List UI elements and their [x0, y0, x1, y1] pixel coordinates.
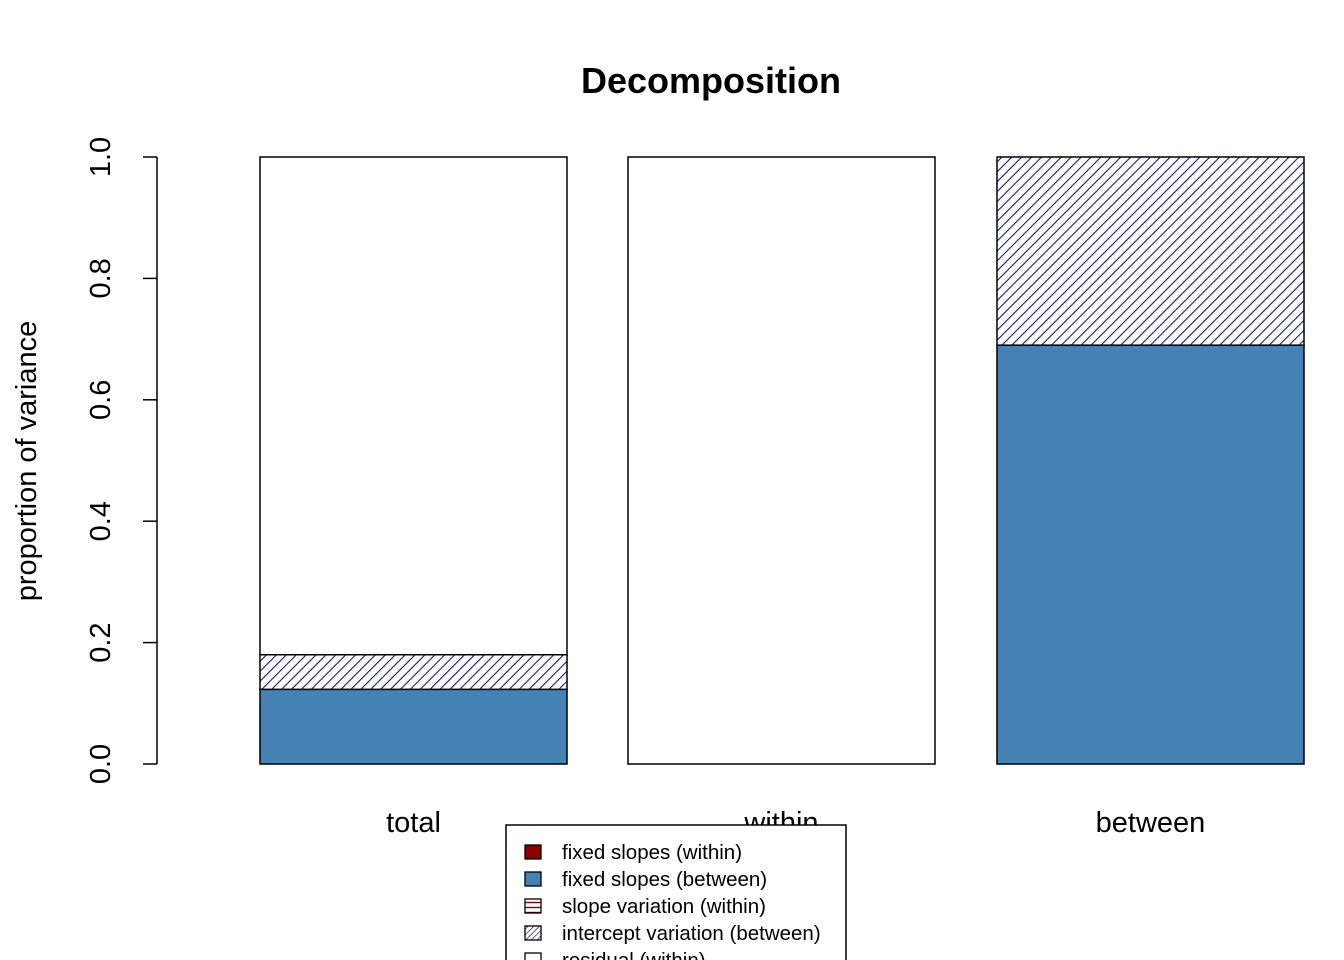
bar-segment-total-fixed-slopes-between [259, 688, 568, 765]
legend-label-fixed-slopes-between: fixed slopes (between) [562, 868, 767, 891]
bar-segment-total-intercept-variation-between [259, 653, 568, 691]
legend-box [505, 824, 847, 960]
legend-swatch-slope-variation-within [524, 898, 542, 914]
bar-segment-between-intercept-variation-between [996, 156, 1305, 346]
legend-label-residual-within: residual (within) [562, 949, 706, 960]
y-tick-label: 0.0 [85, 744, 117, 784]
legend-label-intercept-variation-between: intercept variation (between) [562, 922, 821, 945]
bar-segment-within-residual-within [627, 156, 936, 765]
bars [259, 156, 1305, 765]
y-axis-label: proportion of variance [11, 321, 43, 602]
x-tick-label-total: total [386, 807, 441, 839]
bar-segment-total-residual-within [259, 156, 568, 656]
chart-title: Decomposition [581, 60, 841, 101]
legend-swatch-fixed-slopes-between [524, 871, 542, 887]
y-tick-label: 1.0 [85, 137, 117, 177]
x-tick-label-between: between [1096, 807, 1206, 839]
legend-swatch-intercept-variation-between [524, 925, 542, 941]
y-tick-label: 0.8 [85, 258, 117, 298]
legend-swatch-fixed-slopes-within [524, 844, 542, 860]
y-axis: 0.0 0.2 0.4 0.6 0.8 1.0 [85, 137, 158, 784]
legend-label-fixed-slopes-within: fixed slopes (within) [562, 841, 742, 864]
y-tick-label: 0.2 [85, 622, 117, 662]
legend: fixed slopes (within) fixed slopes (betwe… [505, 824, 847, 960]
legend-swatch-residual-within [524, 952, 542, 960]
y-tick-label: 0.6 [85, 380, 117, 420]
y-tick-label: 0.4 [85, 501, 117, 541]
bar-segment-between-fixed-slopes-between [996, 344, 1305, 765]
legend-label-slope-variation-within: slope variation (within) [562, 895, 766, 918]
